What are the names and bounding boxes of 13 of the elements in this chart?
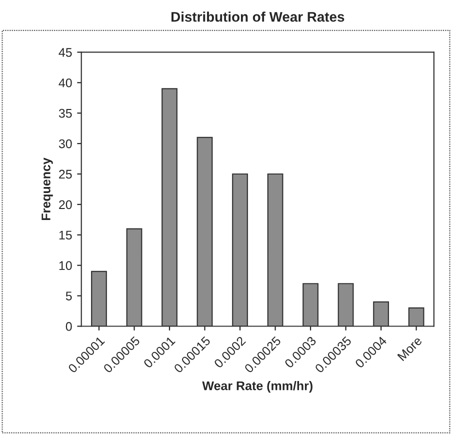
y-tick-label: 25 <box>59 170 72 179</box>
y-tick-label: 20 <box>59 200 72 210</box>
y-tick-label: 0 <box>66 322 72 331</box>
y-tick-label: 10 <box>59 261 72 270</box>
y-tick-label: 15 <box>59 230 72 240</box>
y-tick-label: 45 <box>58 48 72 57</box>
x-axis-title: Wear Rate (mm/hr) <box>202 381 312 393</box>
y-tick-label: 5 <box>66 292 72 300</box>
chart-title: Distribution of Wear Rates <box>171 12 344 22</box>
y-tick-label: 30 <box>58 139 72 148</box>
y-tick-label: 35 <box>58 108 72 118</box>
y-tick-label: 40 <box>58 78 72 88</box>
y-axis-title: Frequency <box>42 158 53 220</box>
